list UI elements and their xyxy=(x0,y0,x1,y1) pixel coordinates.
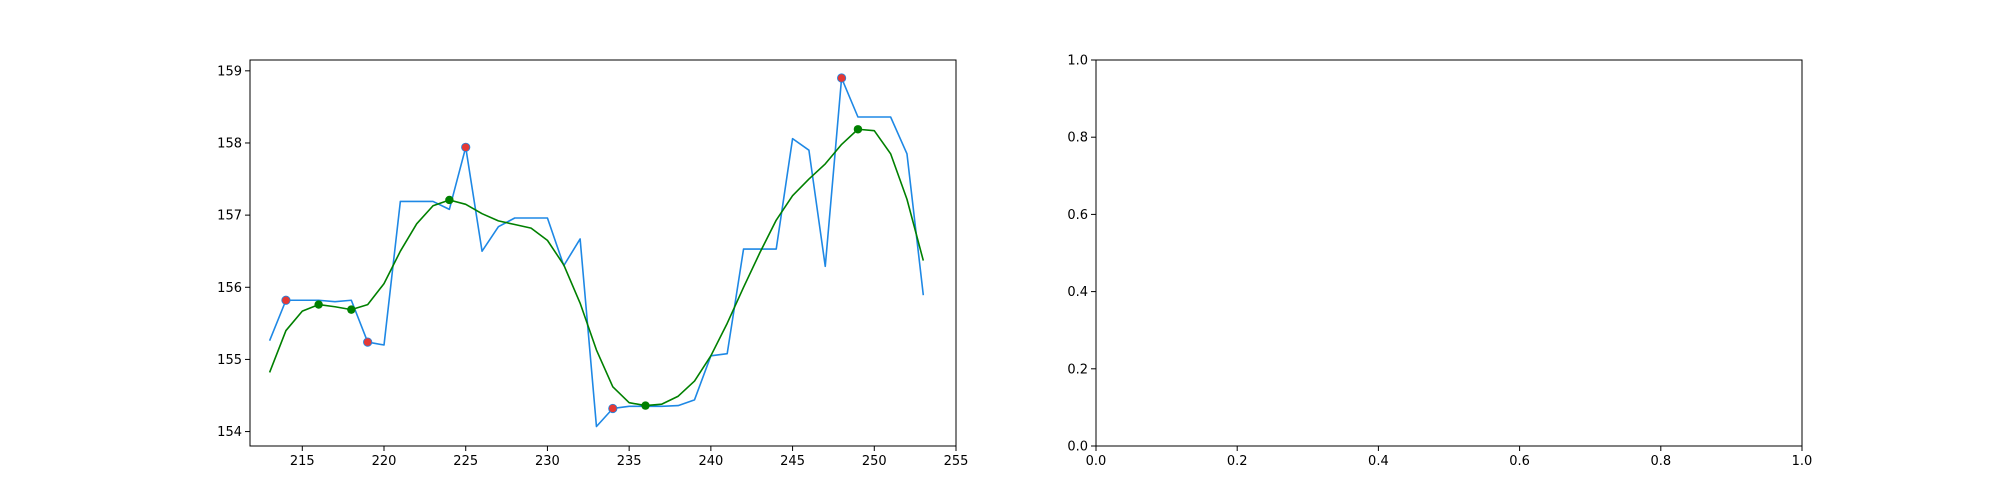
raw-extremum-point xyxy=(363,337,373,347)
right-plot-x-ticks: 0.0 0.2 0.4 0.6 0.8 1.0 xyxy=(1086,446,1813,469)
left-y-tick-label: 156 xyxy=(217,281,242,296)
left-plot-y-ticks: 154 155 156 157 158 159 xyxy=(217,64,250,440)
left-x-tick-label: 240 xyxy=(698,454,723,469)
left-plot-frame xyxy=(249,59,957,447)
left-x-tick-label: 245 xyxy=(780,454,805,469)
left-x-tick-label: 250 xyxy=(862,454,887,469)
left-x-tick-label: 230 xyxy=(535,454,560,469)
smoothed-extremum-point xyxy=(314,300,323,309)
right-x-tick-label: 1.0 xyxy=(1792,454,1813,469)
smoothed-extremum-point xyxy=(347,305,356,314)
raw-extremum-point xyxy=(837,73,847,83)
smoothed-extremum-point xyxy=(445,195,454,205)
left-plot-series xyxy=(268,77,925,428)
right-y-tick-label: 0.4 xyxy=(1067,285,1088,300)
raw-series-line xyxy=(268,77,925,428)
left-y-tick-label: 159 xyxy=(217,64,242,79)
left-x-tick-label: 225 xyxy=(453,454,478,469)
left-plot-x-ticks: 215 220 225 230 235 240 245 250 255 xyxy=(290,446,969,469)
right-x-tick-label: 0.6 xyxy=(1509,454,1530,469)
right-x-tick-label: 0.4 xyxy=(1368,454,1389,469)
smoothed-extremum-point xyxy=(853,125,863,134)
raw-extremum-point xyxy=(281,295,291,305)
left-x-tick-label: 235 xyxy=(617,454,642,469)
left-y-tick-label: 158 xyxy=(217,136,242,151)
right-y-tick-label: 0.2 xyxy=(1067,362,1088,377)
left-plot-markers xyxy=(281,73,863,414)
right-x-tick-label: 0.0 xyxy=(1086,454,1107,469)
left-y-tick-label: 154 xyxy=(217,425,242,440)
smoothed-extremum-point xyxy=(641,401,650,410)
right-x-tick-label: 0.8 xyxy=(1650,454,1671,469)
smoothed-series-line xyxy=(268,128,925,407)
left-x-tick-label: 220 xyxy=(372,454,397,469)
raw-extremum-point xyxy=(461,142,471,152)
left-x-tick-label: 215 xyxy=(290,454,315,469)
left-y-tick-label: 155 xyxy=(217,353,242,368)
right-y-tick-label: 1.0 xyxy=(1067,54,1088,69)
left-plot: 215 220 225 230 235 240 245 250 255 154 155 156 157… xyxy=(217,59,969,469)
left-y-tick-label: 157 xyxy=(217,209,242,224)
left-x-tick-label: 255 xyxy=(944,454,969,469)
right-plot: 0.0 0.2 0.4 0.6 0.8 1.0 0.0 0.2 0.4 0.6 0.8 1.0 xyxy=(1067,54,1812,470)
right-y-tick-label: 0.0 xyxy=(1067,440,1088,455)
right-y-tick-label: 0.8 xyxy=(1067,131,1088,146)
right-y-tick-label: 0.6 xyxy=(1067,208,1088,223)
right-x-tick-label: 0.2 xyxy=(1227,454,1248,469)
raw-extremum-point xyxy=(608,403,618,414)
right-plot-frame xyxy=(1095,59,1803,447)
right-plot-y-ticks: 0.0 0.2 0.4 0.6 0.8 1.0 xyxy=(1067,54,1096,455)
